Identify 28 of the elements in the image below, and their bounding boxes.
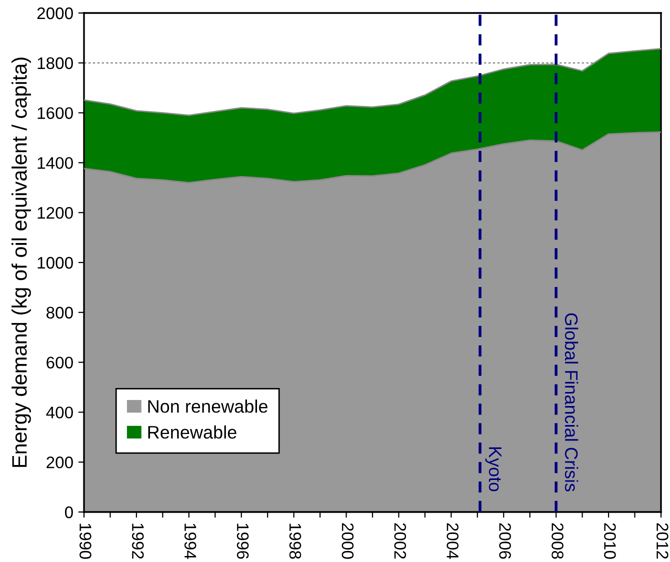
x-tick-label: 1990 (80, 524, 92, 559)
y-tick-label: 600 (46, 356, 73, 369)
y-tick-label: 1000 (38, 256, 73, 269)
x-tick-label: 2004 (446, 523, 459, 560)
y-tick-label: 1400 (38, 157, 73, 169)
y-tick-label: 800 (46, 306, 73, 319)
x-tick-label: 2010 (604, 523, 616, 559)
x-tick-label: 2000 (342, 523, 354, 559)
ref-line-label: Kyoto (485, 447, 502, 492)
x-tick-label: 1996 (236, 524, 249, 559)
x-tick-label: 2012 (656, 523, 668, 559)
x-tick-label: 1998 (289, 524, 302, 559)
y-tick-label: 1600 (38, 107, 73, 120)
y-tick-label: 1800 (38, 57, 73, 70)
legend-label: Non renewable (148, 400, 268, 413)
y-tick-label: 2000 (37, 7, 73, 20)
legend-label: Renewable (148, 425, 236, 439)
y-tick-label: 400 (46, 406, 73, 418)
y-tick-label: 0 (64, 506, 73, 518)
y-tick-label: 200 (46, 456, 73, 468)
x-tick-label: 2008 (552, 523, 564, 559)
x-tick-label: 2002 (394, 523, 406, 559)
x-tick-label: 2006 (499, 523, 511, 559)
y-axis-title: Energy demand (kg of oil equivalent / capita) (12, 58, 31, 467)
y-tick-label: 1200 (38, 207, 73, 219)
x-tick-label: 1992 (132, 524, 144, 559)
ref-line-label: Global Financial Crisis (564, 313, 578, 492)
x-tick-label: 1994 (184, 524, 196, 560)
